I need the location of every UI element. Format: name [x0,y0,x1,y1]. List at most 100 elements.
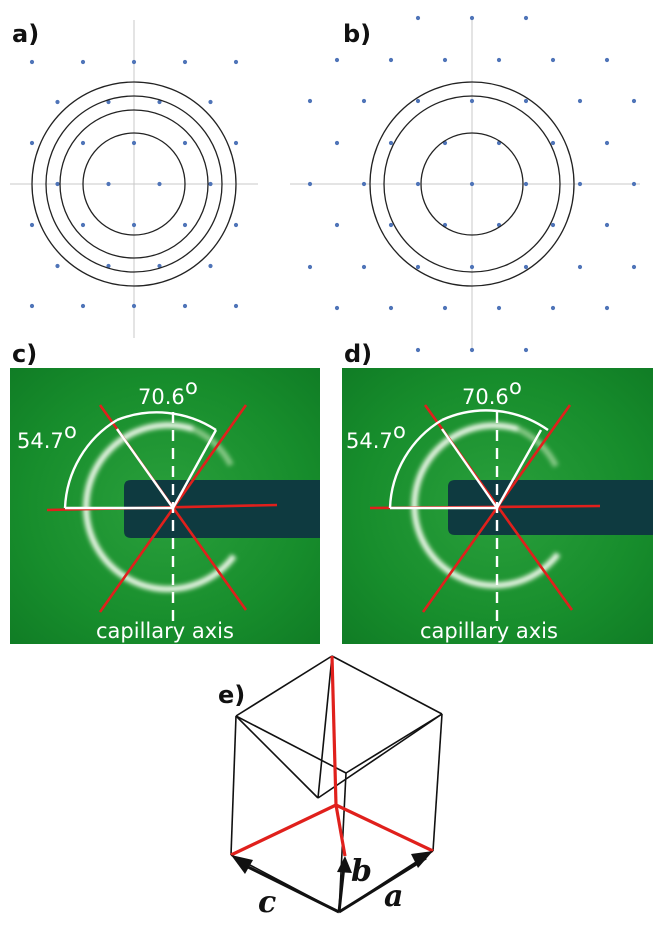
lattice-dot [604,140,610,146]
lattice-dot [604,305,610,311]
panel-b-label: b) [343,20,371,48]
lattice-dot [577,181,583,187]
cell-body-diagonals [230,655,434,857]
panel-c-scattering-ring [82,421,237,593]
lattice-dot [442,57,448,63]
lattice-dot [550,140,556,146]
lattice-dot [496,57,502,63]
panel-c-label: c) [12,340,37,368]
panel-c-axis-label: capillary axis [96,619,234,643]
lattice-dot [131,222,137,228]
lattice-dot [307,264,313,270]
panel-d-angle-large: 70.6 [462,385,509,409]
lattice-dot [361,181,367,187]
panel-c-angle-markers [63,411,218,622]
lattice-dot [307,181,313,187]
lattice-dot [604,222,610,228]
lattice-dot [157,263,162,269]
lattice-dot [233,222,239,228]
panel-d-angle-small: 54.7 [346,429,393,453]
panel-c-angle-large: 70.6 [138,385,185,409]
lattice-dot [334,140,340,146]
lattice-dot [469,347,475,353]
lattice-dot [361,98,367,104]
lattice-dot [131,303,137,309]
lattice-dot [80,222,86,228]
panel-b: b) [290,15,640,353]
lattice-dot [496,305,502,311]
panel-d: d) 70.6 o 54.7 o capillary axis [342,340,653,644]
panel-d-angle-markers [388,409,549,622]
panel-a-lattice-dots [29,59,239,309]
lattice-dot [415,264,421,270]
panel-c-angle-large-degree: o [185,375,198,399]
lattice-dot [415,98,421,104]
lattice-dot [469,181,475,187]
lattice-dot [55,181,60,187]
lattice-dot [131,59,137,65]
lattice-dot [80,59,86,65]
lattice-dot [415,181,421,187]
lattice-dot [631,264,637,270]
panel-d-scattering-ring [410,421,561,589]
lattice-dot [388,305,394,311]
lattice-dot [29,59,35,65]
panel-a-rings [31,81,237,287]
lattice-dot [550,57,556,63]
lattice-dot [80,303,86,309]
lattice-dot [388,57,394,63]
lattice-dot [55,263,60,269]
lattice-dot [334,57,340,63]
lattice-dot [523,181,529,187]
panel-a-guides [10,20,258,338]
lattice-dot [550,305,556,311]
lattice-dot [157,99,162,105]
lattice-dot [577,264,583,270]
panel-d-axis-label: capillary axis [420,619,558,643]
panel-e: e) c b [218,655,443,920]
lattice-dot [523,347,529,353]
lattice-dot [388,222,394,228]
lattice-dot [631,98,637,104]
lattice-dot [361,264,367,270]
lattice-dot [106,99,111,105]
lattice-dot [415,347,421,353]
lattice-dot [604,57,610,63]
lattice-dot [334,222,340,228]
panel-d-label: d) [344,340,372,368]
lattice-dot [233,140,239,146]
panel-b-lattice-dots [307,15,637,353]
panel-a-label: a) [12,20,39,48]
lattice-vectors [231,851,433,914]
lattice-dot [208,263,213,269]
vector-c-label: c [258,885,276,920]
lattice-dot [182,140,188,146]
lattice-dot [523,98,529,104]
lattice-dot [106,263,111,269]
lattice-dot [388,140,394,146]
lattice-dot [29,222,35,228]
lattice-dot [182,59,188,65]
vector-a-label: a [384,879,403,914]
lattice-dot [208,99,213,105]
lattice-dot [157,181,162,187]
lattice-dot [523,264,529,270]
panel-c: c) 70.6 o 54.7 o capillary axis [10,340,320,644]
lattice-dot [233,303,239,309]
lattice-dot [523,15,529,21]
lattice-dot [550,222,556,228]
lattice-dot [131,140,137,146]
lattice-dot [233,59,239,65]
panel-c-angle-small-degree: o [64,419,77,443]
vector-b-label: b [351,854,372,889]
lattice-dot [182,222,188,228]
lattice-dot [631,181,637,187]
lattice-dot [182,303,188,309]
panel-a: a) [10,20,258,338]
lattice-dot [307,98,313,104]
panel-e-label: e) [218,681,245,709]
lattice-dot [469,264,475,270]
lattice-dot [415,15,421,21]
lattice-dot [469,15,475,21]
